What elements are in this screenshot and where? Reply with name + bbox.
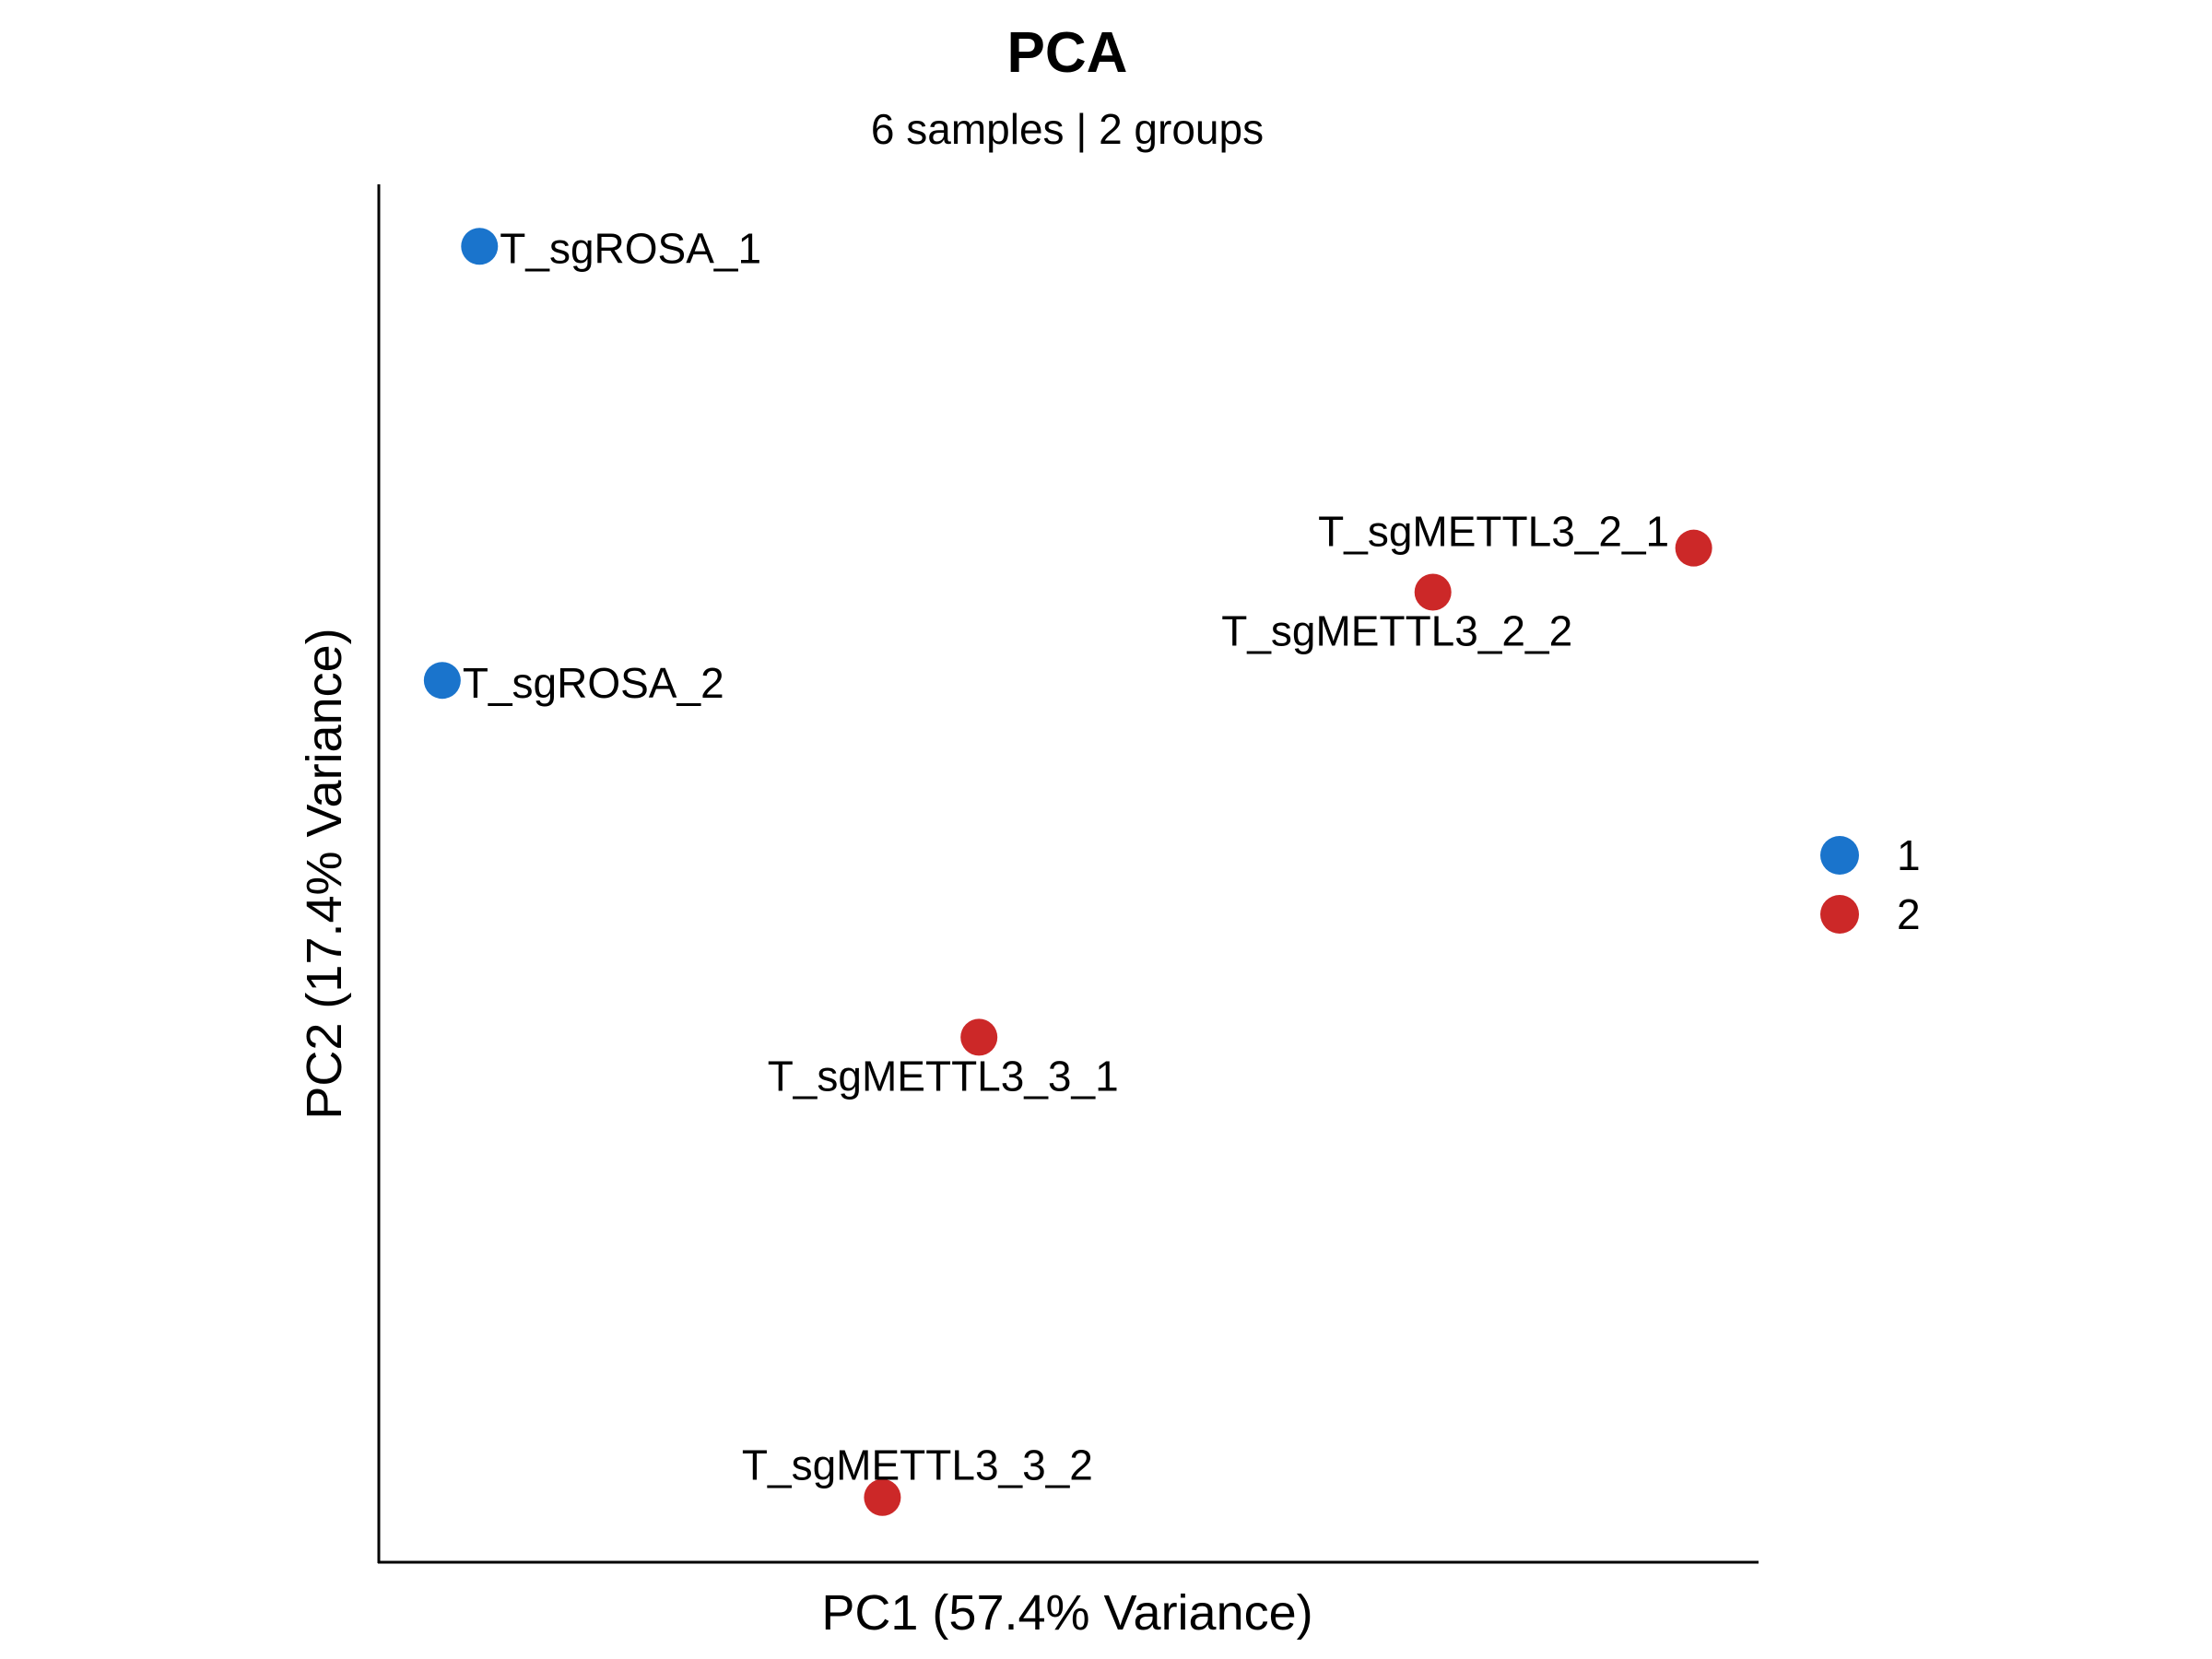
data-point [1414,573,1452,611]
point-label: T_sgROSA_1 [500,224,761,272]
point-label: T_sgMETTL3_3_2 [742,1441,1093,1489]
data-point [864,1478,901,1516]
legend: 12 [1820,831,1921,938]
legend-label-2: 2 [1897,890,1921,938]
point-label: T_sgMETTL3_2_2 [1221,607,1572,655]
legend-label-1: 1 [1897,831,1921,879]
point-label: T_sgROSA_2 [463,659,724,707]
chart-subtitle: 6 samples | 2 groups [871,105,1264,153]
y-axis-label: PC2 (17.4% Variance) [297,628,352,1119]
points-layer: T_sgROSA_1 T_sgROSA_2 T_sgMETTL3_2_1 T_sgME… [423,224,1712,1516]
x-axis-label: PC1 (57.4% Variance) [821,1585,1312,1641]
data-point [461,228,499,265]
data-point [1675,529,1712,567]
point-label: T_sgMETTL3_3_1 [768,1052,1119,1100]
legend-key-2 [1820,895,1859,934]
data-point [960,1018,998,1056]
legend-key-1 [1820,836,1859,875]
chart-title: PCA [1007,21,1128,85]
point-label: T_sgMETTL3_2_1 [1318,508,1669,556]
data-point [423,662,461,700]
